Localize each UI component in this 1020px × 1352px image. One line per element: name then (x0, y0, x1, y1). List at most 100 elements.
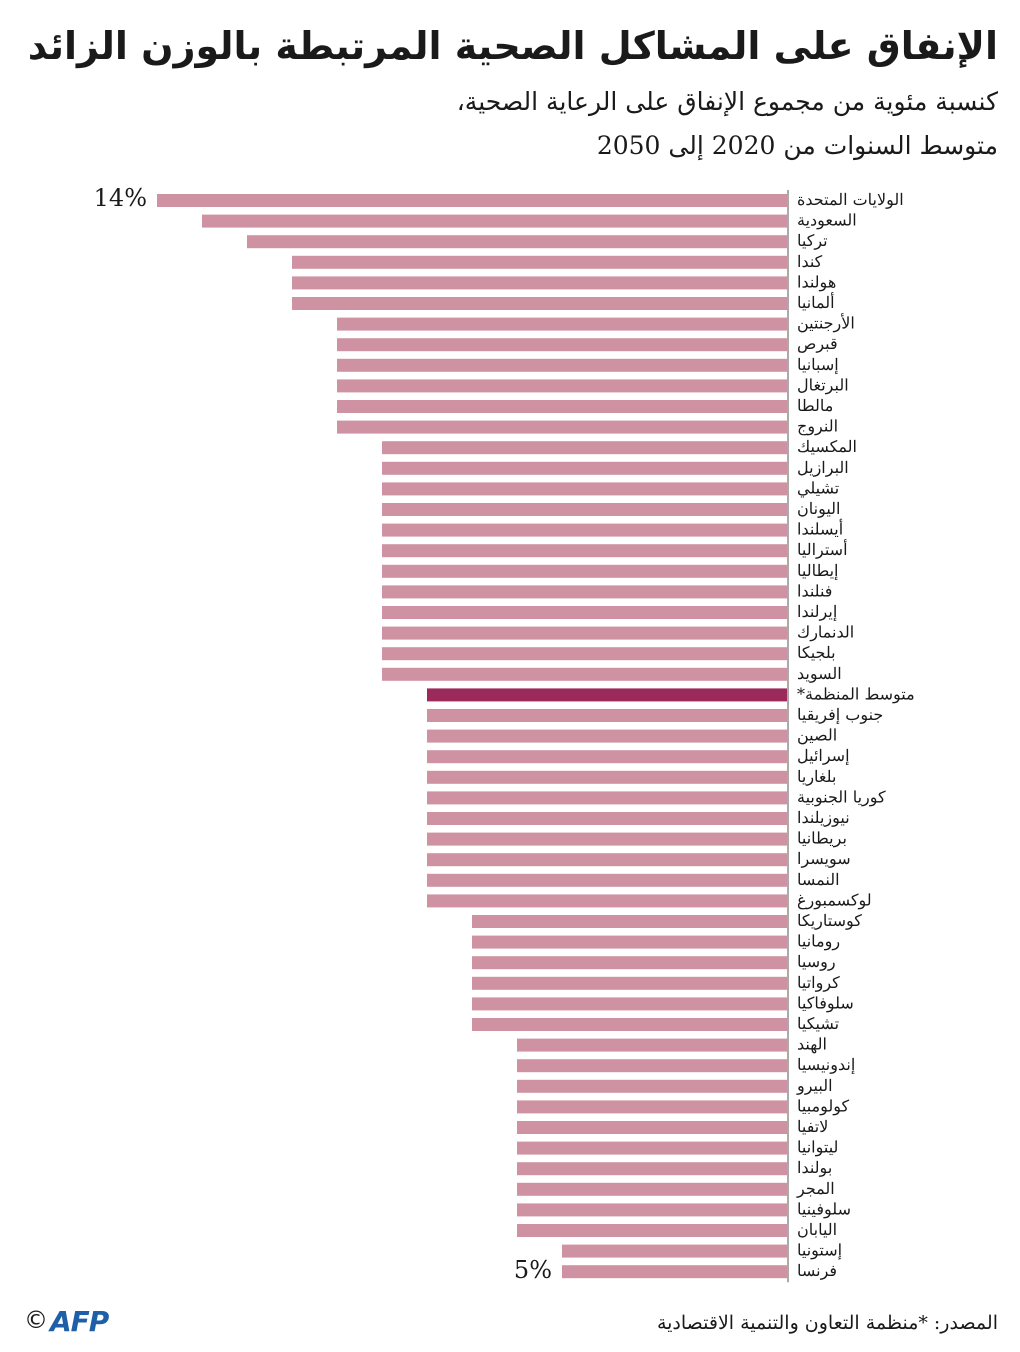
category-label: المجر (796, 1179, 835, 1198)
category-label: إسرائيل (797, 746, 850, 765)
category-label: إندونيسيا (797, 1055, 855, 1074)
category-label: كوستاريكا (797, 911, 862, 930)
category-label: جنوب إفريقيا (797, 705, 883, 724)
bar (337, 358, 787, 372)
bar (427, 770, 787, 784)
bar (382, 461, 787, 475)
bar (382, 564, 787, 578)
bar (382, 482, 787, 496)
bar (517, 1079, 787, 1093)
bar (292, 297, 787, 310)
category-label: النروج (797, 417, 838, 436)
bar (157, 194, 787, 207)
bar (562, 1265, 787, 1279)
category-label: كرواتيا (797, 973, 840, 992)
bar (292, 255, 787, 269)
category-label: تشيلي (797, 478, 839, 497)
bar (517, 1182, 787, 1196)
category-label: البيرو (796, 1076, 833, 1095)
category-label: مالطا (797, 396, 833, 415)
bar (427, 729, 787, 743)
category-label: اليابان (797, 1220, 837, 1239)
bar (517, 1141, 787, 1155)
subtitle-line-2: متوسط السنوات من 2020 إلى 2050 (596, 131, 998, 160)
bar (382, 667, 787, 681)
bar (517, 1038, 787, 1052)
bar (517, 1224, 787, 1237)
category-label: كوريا الجنوبية (797, 787, 886, 806)
category-label: بلجيكا (797, 643, 836, 662)
bar (337, 317, 787, 331)
category-label: ألمانيا (797, 292, 835, 312)
category-label: البرازيل (797, 458, 849, 477)
category-label: الصين (797, 726, 837, 745)
category-label: بلغاريا (797, 767, 836, 786)
category-label: فنلندا (797, 581, 832, 600)
bar (517, 1100, 787, 1114)
category-label: الولايات المتحدة (797, 190, 904, 209)
category-label: هولندا (797, 272, 836, 291)
category-label: الهند (797, 1035, 827, 1054)
category-label: لوكسمبورغ (797, 890, 872, 909)
bar (202, 214, 787, 228)
category-label: إيطاليا (797, 561, 838, 580)
chart-subtitle: كنسبة مئوية من مجموع الإنفاق على الرعاية… (18, 80, 998, 168)
bar (517, 1059, 787, 1073)
category-label: قبرص (797, 334, 838, 353)
bar (292, 276, 787, 290)
bar (472, 935, 787, 949)
bar (472, 976, 787, 990)
bar (247, 235, 787, 249)
bar (427, 709, 787, 722)
category-label: النمسا (797, 870, 840, 889)
category-label: كندا (797, 252, 823, 271)
category-label: كولومبيا (797, 1096, 850, 1115)
category-label: تشيكيا (797, 1014, 839, 1033)
bar (472, 1018, 787, 1031)
category-label: اليونان (797, 499, 841, 518)
bar (337, 400, 787, 413)
bar (427, 791, 787, 805)
bar (337, 420, 787, 434)
bar (382, 606, 787, 619)
bar (427, 853, 787, 867)
category-label: البرتغال (797, 375, 849, 394)
category-label: متوسط المنظمة* (797, 684, 915, 703)
category-label: السويد (797, 664, 842, 683)
source-note: المصدر: *منظمة التعاون والتنمية الاقتصاد… (656, 1312, 998, 1334)
bar (337, 379, 787, 393)
category-label: فرنسا (797, 1261, 837, 1280)
bar (472, 915, 787, 928)
category-label: إيرلندا (797, 602, 837, 621)
bar (472, 997, 787, 1011)
bar (427, 873, 787, 887)
bar (562, 1244, 787, 1258)
bar (472, 956, 787, 970)
category-label: أستراليا (797, 539, 848, 559)
category-label: الدنمارك (797, 623, 854, 642)
category-label: سلوفاكيا (797, 993, 854, 1012)
category-label: نيوزيلندا (797, 808, 850, 827)
category-label: سلوفينيا (797, 1199, 851, 1218)
bar (337, 338, 787, 352)
chart-title: الإنفاق على المشاكل الصحية المرتبطة بالو… (27, 24, 998, 68)
bar (382, 544, 787, 558)
bar (382, 647, 787, 661)
afp-logo: AFP (50, 1305, 109, 1338)
value-label-max: 14% (94, 184, 147, 212)
bar (427, 894, 787, 908)
category-label: بريطانيا (797, 829, 847, 848)
category-label: الأرجنتين (797, 314, 855, 333)
bar (517, 1121, 787, 1134)
category-label: رومانيا (797, 932, 840, 951)
category-label: أيسلندا (797, 519, 843, 539)
subtitle-line-1: كنسبة مئوية من مجموع الإنفاق على الرعاية… (456, 87, 998, 116)
bar-oecd-average (427, 688, 787, 702)
bar (427, 750, 787, 764)
category-label: تركيا (797, 231, 828, 250)
bar (382, 503, 787, 516)
bar (382, 523, 787, 537)
bar (517, 1162, 787, 1176)
bar (427, 812, 787, 825)
copyright-symbol: © (24, 1306, 48, 1334)
